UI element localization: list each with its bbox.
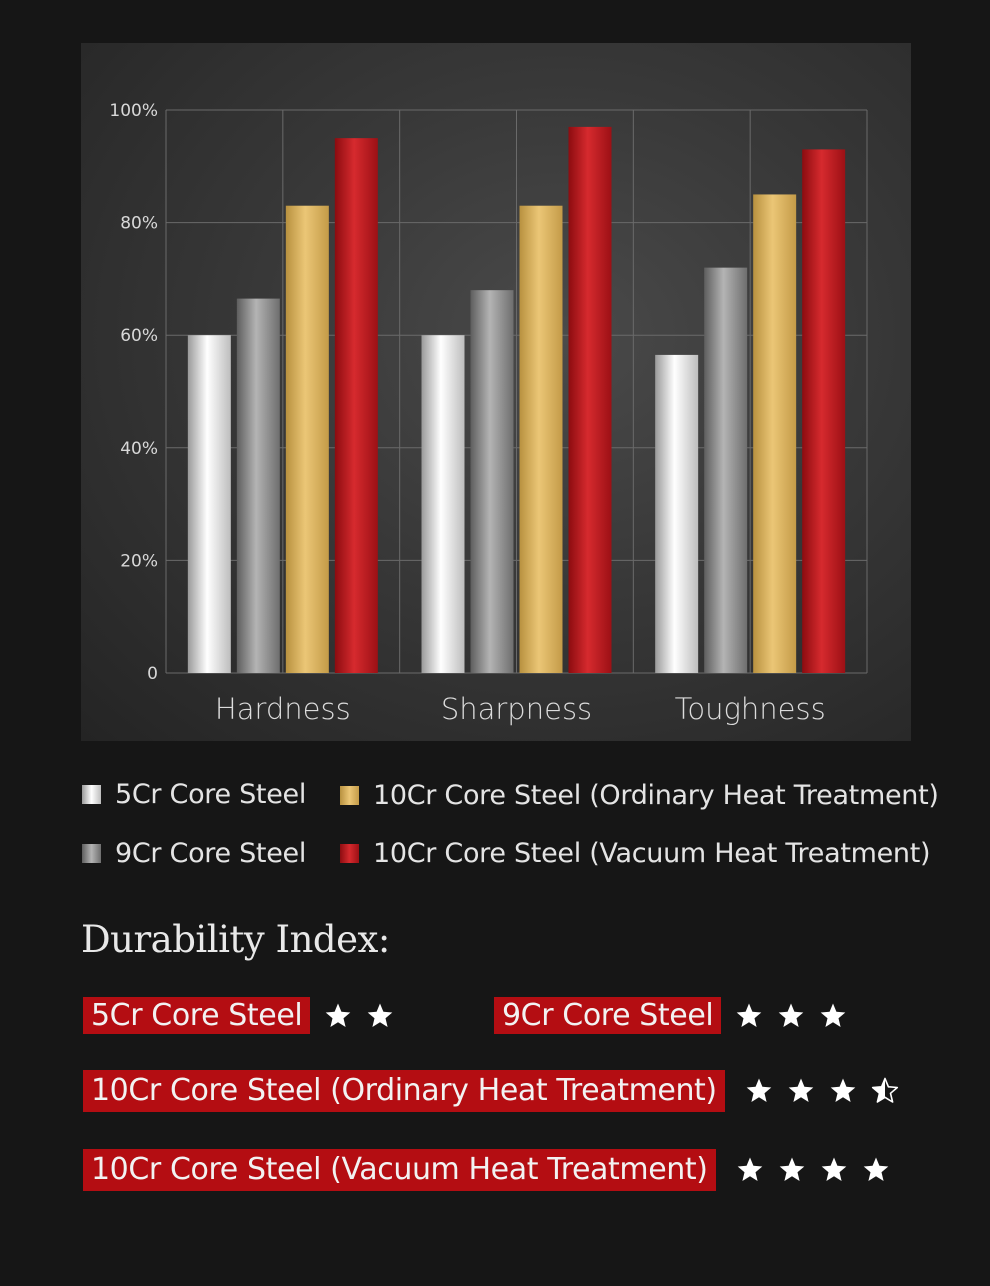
legend-label: 10Cr Core Steel (Vacuum Heat Treatment) [373, 837, 931, 869]
star-icon [821, 1003, 846, 1027]
bar-0-1 [421, 335, 465, 673]
legend-item-10cr-ordinary: 10Cr Core Steel (Ordinary Heat Treatment… [340, 775, 939, 815]
rating-label: 10Cr Core Steel (Vacuum Heat Treatment) [83, 1149, 716, 1191]
legend-item-5cr: 5Cr Core Steel [82, 774, 306, 814]
legend-label: 9Cr Core Steel [115, 837, 307, 869]
y-tick-label: 40% [120, 439, 158, 459]
star-icon [326, 1003, 351, 1027]
legend-swatch-10cr-ordinary [340, 785, 359, 805]
bar-3-1 [568, 126, 612, 673]
star-icon [779, 1003, 804, 1027]
legend-item-9cr: 9Cr Core Steel [82, 833, 306, 873]
legend-item-10cr-vacuum: 10Cr Core Steel (Vacuum Heat Treatment) [340, 833, 931, 873]
rating-row-5cr: 5Cr Core Steel [83, 997, 408, 1034]
bar-2-1 [519, 205, 563, 673]
star-rating [736, 1156, 904, 1184]
star-icon [737, 1003, 762, 1027]
legend-label: 5Cr Core Steel [115, 778, 307, 810]
y-tick-label: 20% [120, 551, 158, 571]
bar-3-0 [334, 138, 378, 673]
bar-2-0 [285, 205, 329, 673]
star-icon [863, 1157, 888, 1181]
legend-swatch-10cr-vacuum [340, 843, 359, 863]
star-icon [737, 1157, 762, 1181]
half-star-icon [871, 1077, 898, 1103]
star-icon [368, 1003, 393, 1027]
rating-label: 5Cr Core Steel [83, 997, 311, 1034]
legend-swatch-9cr [82, 843, 101, 863]
bar-3-2 [802, 149, 846, 673]
bar-1-1 [470, 290, 514, 673]
star-rating [735, 1002, 861, 1030]
star-icon [830, 1078, 856, 1102]
x-category-label: Hardness [215, 692, 351, 726]
x-category-label: Sharpness [441, 692, 592, 726]
rating-label: 10Cr Core Steel (Ordinary Heat Treatment… [83, 1070, 725, 1112]
bar-1-2 [704, 267, 748, 673]
bar-1-0 [236, 298, 280, 673]
bar-0-0 [187, 335, 231, 673]
star-icon [746, 1078, 772, 1102]
y-tick-label: 0 [147, 664, 158, 684]
star-icon [788, 1078, 814, 1102]
rating-row-10cr-ordinary: 10Cr Core Steel (Ordinary Heat Treatment… [83, 1070, 913, 1112]
star-rating [324, 1002, 408, 1030]
legend-swatch-5cr [82, 784, 101, 804]
bar-0-2 [655, 354, 699, 673]
rating-row-10cr-vacuum: 10Cr Core Steel (Vacuum Heat Treatment) [83, 1149, 904, 1191]
bar-2-2 [753, 194, 797, 673]
x-category-label: Toughness [675, 692, 826, 726]
rating-row-9cr: 9Cr Core Steel [494, 997, 861, 1034]
chart-panel: 0 20% 40% 60% 80% 100% Hardness Sharpness Toughn… [81, 43, 911, 741]
durability-title: Durability Index: [81, 918, 390, 961]
y-tick-label: 80% [120, 214, 158, 234]
star-icon [821, 1157, 846, 1181]
rating-label: 9Cr Core Steel [494, 997, 722, 1034]
star-icon [779, 1157, 804, 1181]
star-rating [745, 1077, 913, 1105]
bar-chart: 0 20% 40% 60% 80% 100% Hardness Sharpness Toughn… [109, 101, 868, 726]
legend-label: 10Cr Core Steel (Ordinary Heat Treatment… [373, 779, 939, 811]
y-tick-label: 100% [109, 101, 158, 121]
y-tick-label: 60% [120, 326, 158, 346]
